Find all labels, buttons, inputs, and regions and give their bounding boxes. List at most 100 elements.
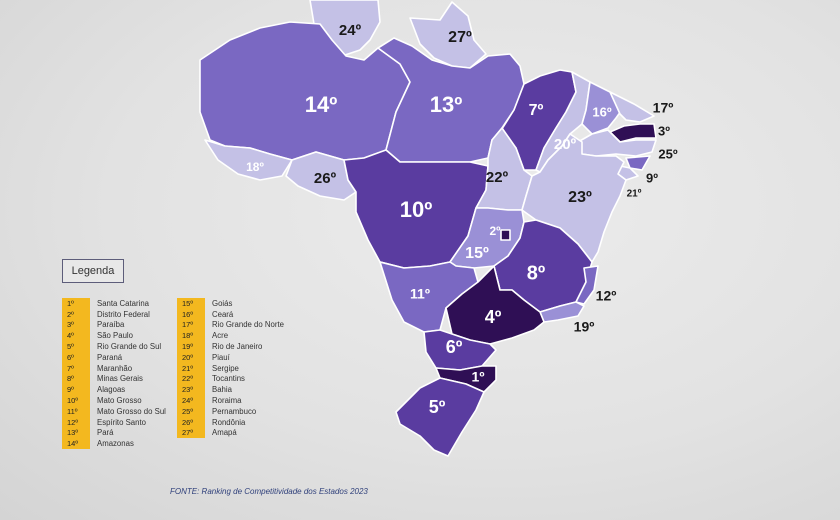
- legend-state-name: Distrito Federal: [97, 309, 150, 319]
- legend-state-name: Rio Grande do Norte: [212, 320, 284, 330]
- label-bahia: 23º: [568, 189, 592, 206]
- state-parana: [423, 329, 497, 371]
- legend-row: 14º Amazonas: [62, 438, 166, 450]
- legend-state-name: Alagoas: [97, 385, 126, 395]
- legend-rank: 24º: [177, 395, 205, 406]
- legend-row: 4º São Paulo: [62, 330, 166, 342]
- legend-title: Legenda: [62, 259, 124, 283]
- legend-row: 2º Distrito Federal: [62, 308, 166, 320]
- label-amapa: 27º: [448, 29, 472, 46]
- legend-row: 27º Amapá: [177, 427, 284, 439]
- legend-row: 26º Rondônia: [177, 416, 284, 428]
- legend-rank: 25º: [177, 405, 205, 417]
- label-tocantins: 22º: [486, 169, 509, 186]
- legend-state-name: Goiás: [212, 298, 233, 308]
- label-minas-gerais: 8º: [527, 262, 545, 284]
- label-maranhao: 7º: [529, 102, 544, 119]
- legend-state-name: Amazonas: [97, 439, 134, 449]
- legend-state-name: Acre: [212, 331, 229, 341]
- legend-rank: 18º: [177, 330, 205, 342]
- label-rio-de-janeiro: 19º: [574, 319, 595, 335]
- legend-rank: 23º: [177, 384, 205, 396]
- legend-column-1: 1º Santa Catarina 2º Distrito Federal 3º Para…: [62, 298, 166, 450]
- state-distrito-federal: [500, 229, 511, 241]
- legend-state-name: Sergipe: [212, 363, 239, 373]
- label-sao-paulo: 4º: [485, 307, 502, 327]
- legend-rank: 17º: [177, 319, 205, 331]
- label-rio-grande-do-sul: 5º: [429, 397, 446, 417]
- label-piaui: 20º: [554, 136, 577, 153]
- legend-state-name: Bahia: [212, 385, 232, 395]
- label-ceara: 16º: [592, 104, 611, 119]
- legend-state-name: Santa Catarina: [97, 298, 150, 308]
- legend-column-2: 15º Goiás 16º Ceará 17º Rio Grande do Norte 18…: [177, 298, 284, 439]
- legend-rank: 7º: [62, 362, 90, 374]
- legend-state-name: Mato Grosso: [97, 396, 142, 406]
- legend-rank: 4º: [62, 330, 90, 342]
- legend-row: 15º Goiás: [177, 298, 284, 309]
- label-sergipe: 21º: [627, 189, 642, 200]
- legend-row: 17º Rio Grande do Norte: [177, 319, 284, 331]
- legend-rank: 3º: [62, 319, 90, 331]
- legend-rank: 6º: [62, 351, 90, 363]
- legend-state-name: Roraima: [212, 396, 242, 406]
- legend-rank: 19º: [177, 341, 205, 352]
- label-santa-catarina: 1º: [472, 369, 485, 385]
- legend-row: 16º Ceará: [177, 308, 284, 320]
- label-acre: 18º: [246, 160, 264, 174]
- legend-row: 22º Tocantins: [177, 373, 284, 385]
- legend-row: 10º Mato Grosso: [62, 395, 166, 406]
- state-acre: [204, 139, 293, 181]
- legend-row: 19º Rio de Janeiro: [177, 341, 284, 352]
- label-para: 13º: [430, 92, 463, 117]
- legend-state-name: Rondônia: [212, 417, 246, 427]
- legend-row: 6º Paraná: [62, 351, 166, 363]
- legend-rank: 26º: [177, 416, 205, 428]
- label-mato-grosso-do-sul: 11º: [410, 286, 430, 302]
- label-goias: 15º: [465, 245, 489, 262]
- legend-row: 7º Maranhão: [62, 362, 166, 374]
- state-rio-de-janeiro: [539, 301, 585, 323]
- legend-rank: 16º: [177, 308, 205, 320]
- legend-state-name: Rio Grande do Sul: [97, 342, 162, 352]
- label-espirito-santo: 12º: [596, 288, 617, 304]
- label-amazonas: 14º: [305, 92, 338, 117]
- legend-row: 20º Piauí: [177, 351, 284, 363]
- legend-state-name: Mato Grosso do Sul: [97, 406, 166, 416]
- label-alagoas: 9º: [646, 170, 658, 185]
- state-rio-grande-do-sul: [395, 377, 485, 457]
- legend-state-name: Ceará: [212, 309, 234, 319]
- legend-rank: 2º: [62, 308, 90, 320]
- legend-row: 21º Sergipe: [177, 362, 284, 374]
- legend-state-name: São Paulo: [97, 331, 133, 341]
- legend-rank: 13º: [62, 427, 90, 439]
- label-pernambuco: 25º: [658, 146, 677, 161]
- legend-row: 24º Roraima: [177, 395, 284, 406]
- legend-rank: 22º: [177, 373, 205, 385]
- legend-state-name: Paraná: [97, 352, 123, 362]
- legend-rank: 27º: [177, 427, 205, 439]
- legend-rank: 9º: [62, 384, 90, 396]
- legend-rank: 11º: [62, 405, 90, 417]
- legend-state-name: Espírito Santo: [97, 417, 146, 427]
- legend-row: 1º Santa Catarina: [62, 298, 166, 309]
- legend-rank: 14º: [62, 438, 90, 450]
- legend-state-name: Tocantins: [212, 374, 245, 384]
- legend-rank: 10º: [62, 395, 90, 406]
- legend-rank: 21º: [177, 362, 205, 374]
- legend-row: 9º Alagoas: [62, 384, 166, 396]
- legend-state-name: Pará: [97, 428, 114, 438]
- legend-rank: 15º: [177, 298, 205, 309]
- label-distrito-federal: 2º: [489, 224, 501, 238]
- legend-state-name: Paraíba: [97, 320, 125, 330]
- legend-row: 13º Pará: [62, 427, 166, 439]
- legend-state-name: Rio de Janeiro: [212, 342, 263, 352]
- state-espirito-santo: [575, 265, 599, 305]
- label-rondonia: 26º: [314, 170, 337, 187]
- label-rio-grande-do-norte: 17º: [653, 100, 674, 116]
- state-amapa: [409, 1, 487, 69]
- legend-rank: 12º: [62, 416, 90, 428]
- state-rondonia: [285, 151, 357, 201]
